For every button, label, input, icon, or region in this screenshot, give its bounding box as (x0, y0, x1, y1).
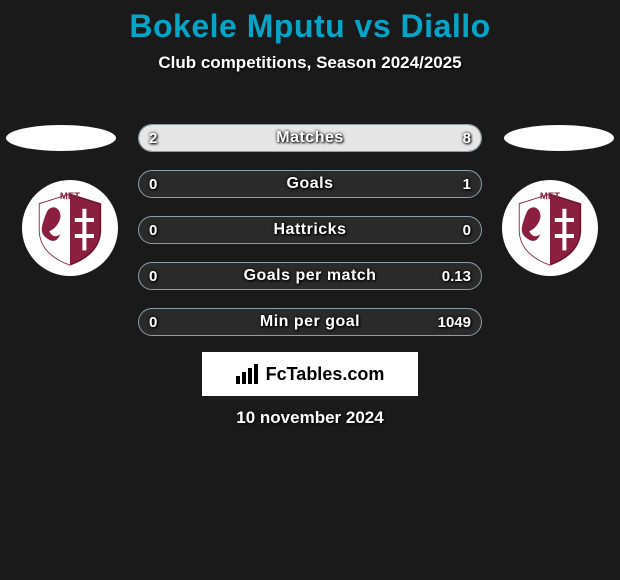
bar-row: 0 Goals 1 (138, 170, 482, 198)
bar-row: 2 Matches 8 (138, 124, 482, 152)
bar-label: Goals per match (139, 263, 481, 289)
bar-row: 0 Goals per match 0.13 (138, 262, 482, 290)
comparison-card: Bokele Mputu vs Diallo Club competitions… (0, 0, 620, 580)
bar-value-right: 0.13 (442, 263, 471, 289)
bar-label: Min per goal (139, 309, 481, 335)
bar-value-right: 1049 (438, 309, 471, 335)
bar-row: 0 Min per goal 1049 (138, 308, 482, 336)
bar-value-right: 1 (463, 171, 471, 197)
subtitle: Club competitions, Season 2024/2025 (0, 53, 620, 73)
bar-value-right: 0 (463, 217, 471, 243)
bar-label: Goals (139, 171, 481, 197)
club-badge-left: MET (22, 180, 118, 276)
bar-row: 0 Hattricks 0 (138, 216, 482, 244)
bar-label: Matches (139, 125, 481, 151)
svg-text:MET: MET (60, 191, 80, 202)
club-crest-right-icon: MET (510, 188, 590, 268)
player-oval-right (504, 125, 614, 151)
chart-icon (236, 364, 260, 384)
date-label: 10 november 2024 (0, 408, 620, 428)
brand-box[interactable]: FcTables.com (202, 352, 418, 396)
bar-label: Hattricks (139, 217, 481, 243)
club-crest-left-icon: MET (30, 188, 110, 268)
club-badge-right: MET (502, 180, 598, 276)
player-oval-left (6, 125, 116, 151)
bar-value-right: 8 (463, 125, 471, 151)
brand-text: FcTables.com (266, 364, 385, 385)
comparison-bars: 2 Matches 8 0 Goals 1 0 Hattricks 0 0 Go… (138, 124, 482, 354)
svg-text:MET: MET (540, 191, 560, 202)
page-title: Bokele Mputu vs Diallo (0, 8, 620, 45)
